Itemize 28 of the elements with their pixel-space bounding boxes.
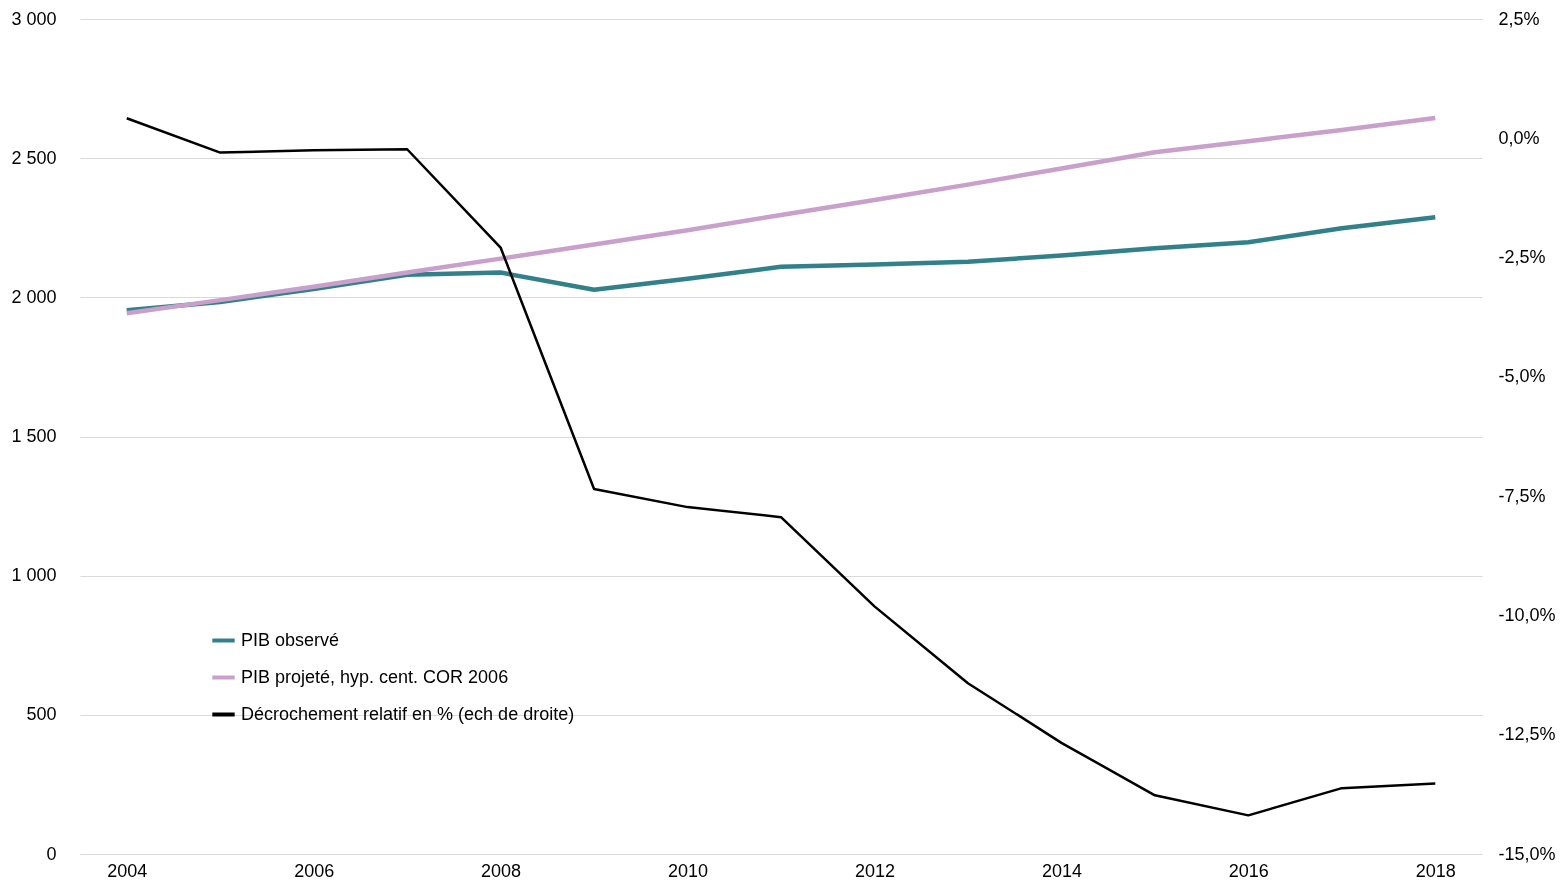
y2-tick-label: -15,0%: [1498, 843, 1556, 864]
y2-tick-label: -10,0%: [1498, 604, 1556, 625]
y-tick-label: 2 000: [11, 286, 57, 307]
x-tick-label: 2016: [1228, 860, 1269, 881]
y-tick-label: 1 500: [11, 426, 57, 446]
y-tick-label: 2 500: [11, 147, 57, 168]
legend-label: Décrochement relatif en % (ech de droite): [241, 703, 575, 724]
y-tick-label: 500: [26, 704, 57, 725]
x-tick-label: 2014: [1041, 860, 1082, 881]
x-tick-label: 2018: [1415, 860, 1456, 881]
y2-tick-label: 0,0%: [1498, 127, 1540, 148]
line-series: [125, 117, 1437, 817]
y2-tick-label: -5,0%: [1498, 366, 1546, 387]
y2-tick-label: 2,5%: [1498, 8, 1540, 29]
legend-label: PIB projeté, hyp. cent. COR 2006: [241, 666, 509, 687]
legend-label: PIB observé: [241, 629, 340, 650]
y-tick-label: 0: [46, 843, 57, 864]
x-tick-label: 2012: [854, 860, 895, 881]
y2-tick-label: -2,5%: [1498, 247, 1546, 268]
x-tick-label: 2008: [481, 860, 522, 881]
y2-tick-label: -12,5%: [1498, 724, 1556, 745]
x-tick-label: 2004: [107, 860, 148, 881]
line-series: [124, 115, 1438, 316]
y2-tick-label: -7,5%: [1498, 485, 1546, 506]
x-tick-label: 2010: [668, 860, 709, 881]
y-tick-label: 3 000: [11, 8, 57, 29]
y-tick-label: 1 000: [11, 565, 57, 586]
x-tick-label: 2006: [294, 860, 335, 881]
